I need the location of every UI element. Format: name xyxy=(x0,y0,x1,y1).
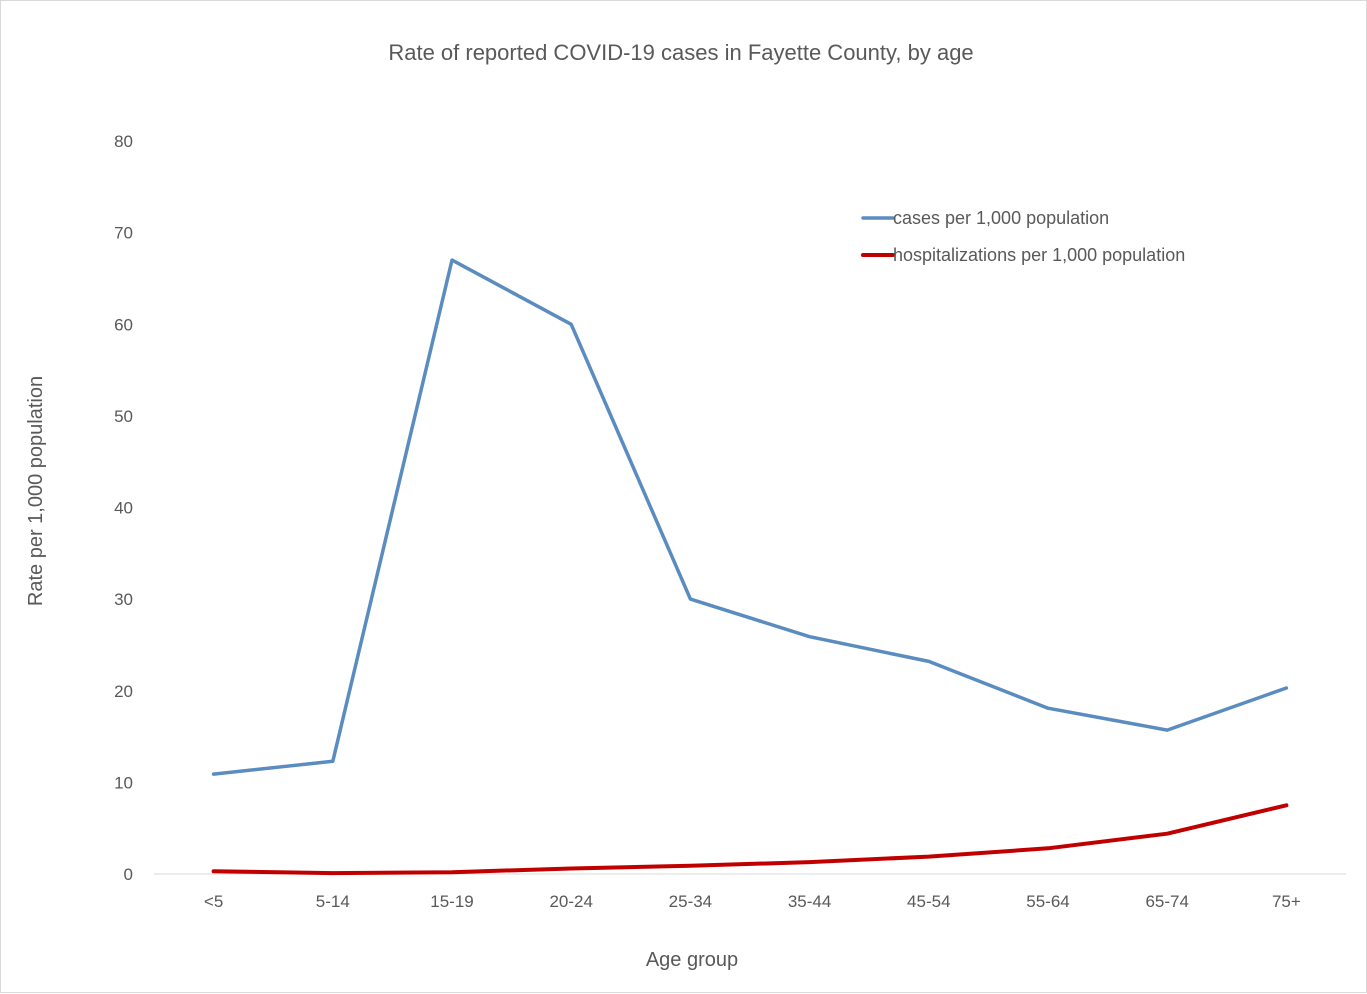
x-tick-label: 15-19 xyxy=(430,892,473,911)
y-tick-label: 30 xyxy=(114,590,133,609)
x-tick-label: 20-24 xyxy=(549,892,592,911)
x-tick-label: 75+ xyxy=(1272,892,1301,911)
legend: cases per 1,000 population hospitalizatio… xyxy=(861,208,1185,265)
y-tick-label: 80 xyxy=(114,132,133,151)
y-tick-label: 40 xyxy=(114,499,133,518)
series-line-cases xyxy=(211,258,1289,776)
y-tick-label: 0 xyxy=(124,865,133,884)
x-axis-ticks: <5 5-14 15-19 20-24 25-34 35-44 45-54 55-64 65-7… xyxy=(204,892,1301,911)
x-tick-label: <5 xyxy=(204,892,223,911)
y-axis-ticks: 0 10 20 30 40 50 60 70 80 xyxy=(114,132,133,884)
x-tick-label: 45-54 xyxy=(907,892,950,911)
y-tick-label: 70 xyxy=(114,224,133,243)
y-axis-label: Rate per 1,000 population xyxy=(25,376,47,606)
legend-label: cases per 1,000 population xyxy=(893,208,1109,228)
y-tick-label: 60 xyxy=(114,315,133,334)
x-axis-label: Age group xyxy=(646,949,738,971)
x-tick-label: 35-44 xyxy=(788,892,831,911)
x-tick-label: 55-64 xyxy=(1026,892,1069,911)
x-tick-label: 65-74 xyxy=(1145,892,1188,911)
y-tick-label: 20 xyxy=(114,682,133,701)
series-lines xyxy=(211,258,1289,876)
chart-title: Rate of reported COVID-19 cases in Fayet… xyxy=(388,40,973,65)
x-tick-label: 25-34 xyxy=(669,892,712,911)
series-line-hospitalizations xyxy=(211,803,1289,876)
legend-label: hospitalizations per 1,000 population xyxy=(893,245,1185,265)
y-tick-label: 50 xyxy=(114,407,133,426)
x-tick-label: 5-14 xyxy=(316,892,350,911)
y-tick-label: 10 xyxy=(114,773,133,792)
